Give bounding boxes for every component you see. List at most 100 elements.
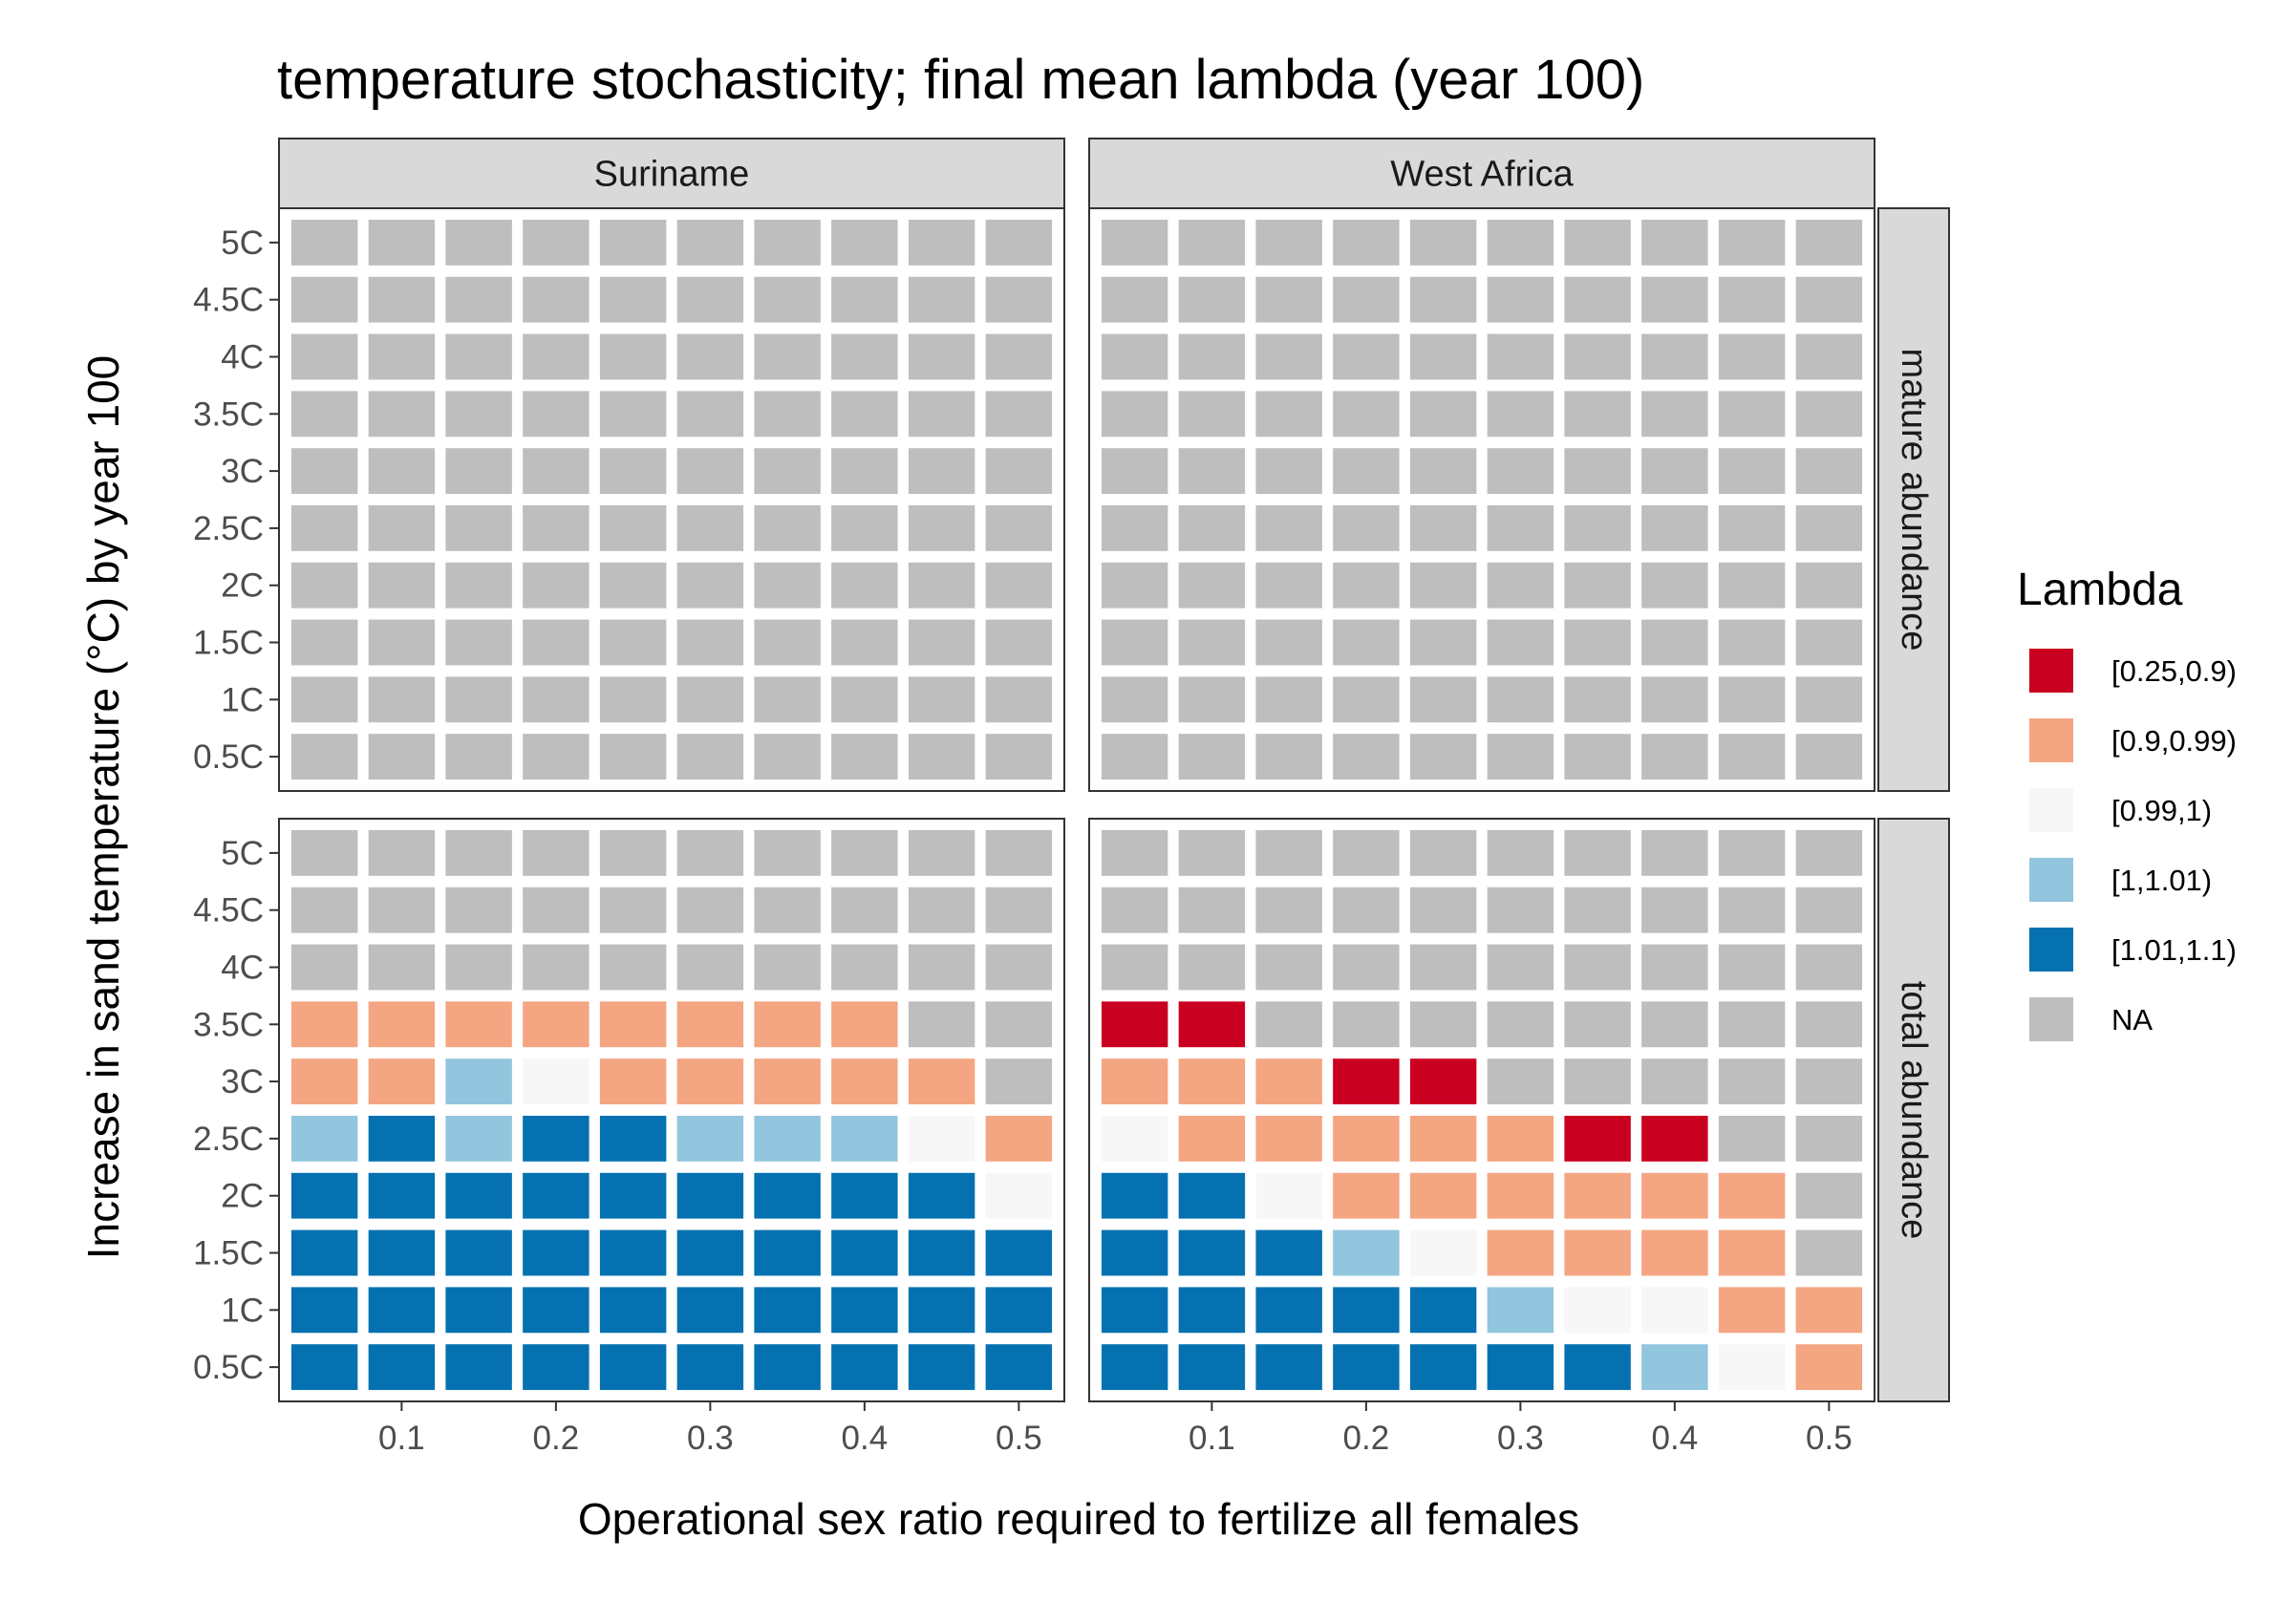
legend-swatch bbox=[2029, 718, 2073, 762]
heatmap-cell bbox=[445, 448, 512, 495]
strip-total-abundance: total abundance bbox=[1877, 818, 1950, 1402]
heatmap-cell bbox=[908, 1058, 975, 1105]
heatmap-cell bbox=[445, 504, 512, 551]
heatmap-cell bbox=[831, 562, 898, 609]
heatmap-cell bbox=[831, 1229, 898, 1276]
heatmap-cell bbox=[290, 944, 358, 991]
heatmap-cell bbox=[1718, 391, 1786, 438]
heatmap-cell bbox=[1641, 1001, 1708, 1048]
heatmap-cell bbox=[1487, 829, 1554, 876]
heatmap-cell bbox=[1333, 1287, 1400, 1334]
legend-swatch bbox=[2029, 928, 2073, 972]
heatmap-cell bbox=[908, 619, 975, 666]
heatmap-cell bbox=[445, 333, 512, 380]
heatmap-cell bbox=[1641, 1344, 1708, 1391]
heatmap-cell bbox=[1718, 276, 1786, 323]
y-tick-label: 4C bbox=[221, 949, 264, 986]
heatmap-cell bbox=[1409, 1344, 1477, 1391]
heatmap-cell bbox=[368, 333, 436, 380]
heatmap-cell bbox=[1487, 1115, 1554, 1162]
heatmap-cell bbox=[754, 333, 821, 380]
heatmap-cell bbox=[1641, 676, 1708, 723]
heatmap-cell bbox=[523, 734, 589, 780]
heatmap-cell bbox=[1795, 1344, 1863, 1391]
heatmap-cell bbox=[445, 619, 512, 666]
heatmap-cell bbox=[1178, 276, 1246, 323]
heatmap-cell bbox=[1718, 219, 1786, 266]
heatmap-cell bbox=[1718, 562, 1786, 609]
heatmap-cell bbox=[1718, 333, 1786, 380]
x-tick-label: 0.1 bbox=[1189, 1420, 1235, 1457]
panel-total-abundance-suriname bbox=[278, 818, 1065, 1402]
heatmap-cell bbox=[1409, 676, 1477, 723]
heatmap-cell bbox=[676, 1172, 744, 1219]
heatmap-cell bbox=[1101, 219, 1168, 266]
panel-border bbox=[1088, 818, 1875, 1402]
heatmap-cell bbox=[1333, 562, 1400, 609]
heatmap-cell bbox=[1333, 829, 1400, 876]
heatmap-cell bbox=[1101, 944, 1168, 991]
heatmap-cell bbox=[1795, 887, 1863, 933]
heatmap-cell bbox=[1641, 219, 1708, 266]
heatmap-cell bbox=[1718, 1001, 1786, 1048]
heatmap-cell bbox=[1641, 1058, 1708, 1105]
heatmap-cell bbox=[908, 1115, 975, 1162]
heatmap-cell bbox=[523, 944, 589, 991]
heatmap-cell bbox=[599, 734, 667, 780]
y-tick-label: 3C bbox=[221, 1063, 264, 1100]
heatmap-cell bbox=[523, 1287, 589, 1334]
heatmap-cell bbox=[831, 1344, 898, 1391]
heatmap-cell bbox=[1487, 1172, 1554, 1219]
heatmap-cell bbox=[985, 1344, 1053, 1391]
heatmap-cell bbox=[1101, 619, 1168, 666]
heatmap-cell bbox=[754, 1172, 821, 1219]
heatmap-cell bbox=[1178, 944, 1246, 991]
heatmap-cell bbox=[1333, 1172, 1400, 1219]
heatmap-cell bbox=[1641, 734, 1708, 780]
heatmap-cell bbox=[445, 944, 512, 991]
heatmap-cell bbox=[523, 448, 589, 495]
heatmap-cell bbox=[1255, 1229, 1322, 1276]
heatmap-cell bbox=[908, 333, 975, 380]
heatmap-cell bbox=[908, 887, 975, 933]
heatmap-cell bbox=[1333, 1344, 1400, 1391]
heatmap-cell bbox=[1333, 619, 1400, 666]
heatmap-cell bbox=[445, 1115, 512, 1162]
heatmap-cell bbox=[1101, 276, 1168, 323]
legend-item-1-1-01: [1,1.01) bbox=[2029, 858, 2212, 902]
x-tick-label: 0.2 bbox=[1343, 1420, 1390, 1457]
heatmap-cell bbox=[1409, 1287, 1477, 1334]
heatmap-cell bbox=[1333, 219, 1400, 266]
heatmap-cell bbox=[676, 391, 744, 438]
heatmap-cell bbox=[1795, 333, 1863, 380]
heatmap-cell bbox=[1409, 734, 1477, 780]
heatmap-cell bbox=[1333, 1058, 1400, 1105]
legend-item-na: NA bbox=[2029, 997, 2153, 1041]
y-tick-label: 1C bbox=[221, 681, 264, 718]
heatmap-cell bbox=[908, 1344, 975, 1391]
x-axis-suriname: 0.1 0.2 0.3 0.4 0.5 bbox=[378, 1401, 1042, 1457]
heatmap-cell bbox=[368, 676, 436, 723]
heatmap-cell bbox=[1564, 619, 1631, 666]
heatmap-cell bbox=[290, 676, 358, 723]
heatmap-cell bbox=[368, 504, 436, 551]
heatmap-cell bbox=[1795, 676, 1863, 723]
heatmap-cell bbox=[1641, 1172, 1708, 1219]
heatmap-cell bbox=[831, 734, 898, 780]
heatmap-cell bbox=[1409, 504, 1477, 551]
heatmap-cell bbox=[523, 562, 589, 609]
heatmap-cell bbox=[523, 887, 589, 933]
heatmap-cell bbox=[1255, 562, 1322, 609]
heatmap-cell bbox=[676, 619, 744, 666]
heatmap-cell bbox=[985, 504, 1053, 551]
heatmap-cell bbox=[599, 829, 667, 876]
heatmap-cell bbox=[1409, 448, 1477, 495]
heatmap-cell bbox=[1255, 276, 1322, 323]
heatmap-cell bbox=[523, 276, 589, 323]
heatmap-cell bbox=[908, 276, 975, 323]
y-tick-label: 4.5C bbox=[193, 892, 264, 930]
heatmap-cell bbox=[1409, 333, 1477, 380]
heatmap-cell bbox=[445, 276, 512, 323]
heatmap-cell bbox=[599, 448, 667, 495]
